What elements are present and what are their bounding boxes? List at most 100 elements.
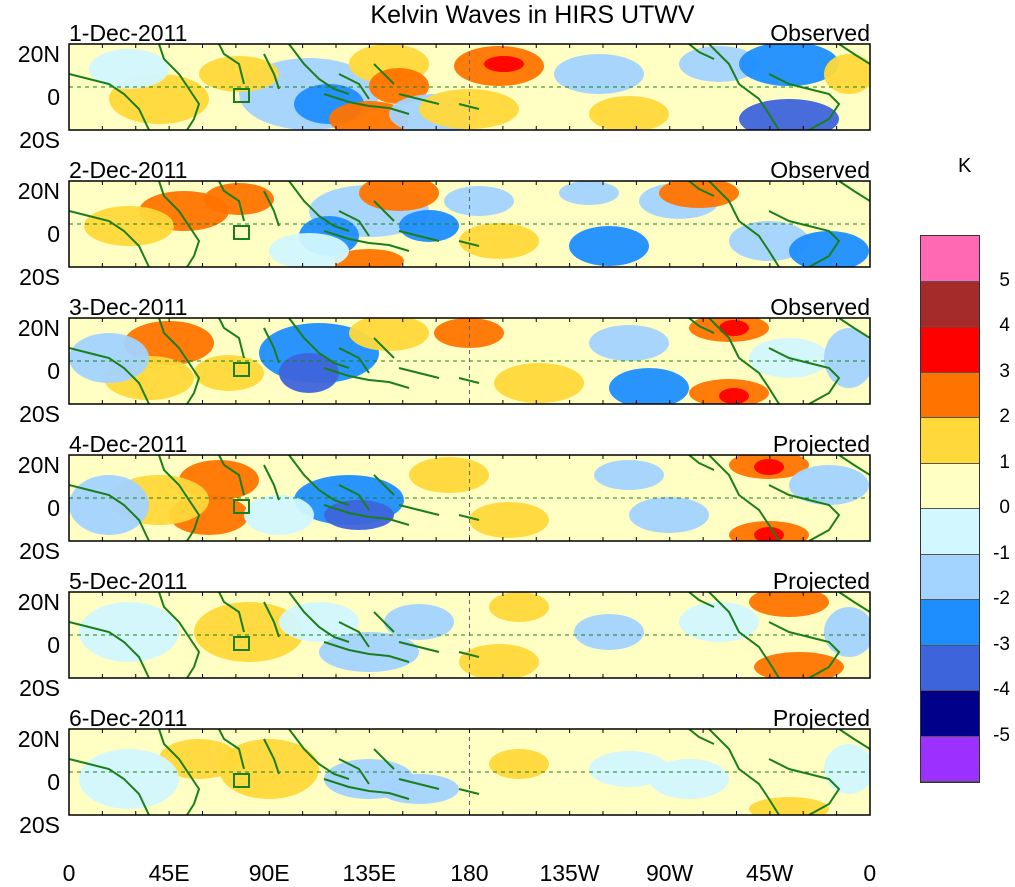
anomaly-contour [379, 774, 459, 804]
anomaly-contour [334, 249, 404, 267]
coastline [688, 729, 715, 745]
map-panel: 4-Dec-2011 Projected 20N 0 20S [0, 431, 1015, 569]
coastline [838, 318, 870, 339]
latitude-tick-label: 20S [19, 538, 60, 564]
coastline [323, 504, 410, 526]
coastline [373, 200, 395, 222]
coastline [69, 347, 150, 404]
latitude-tick-label: 20S [19, 675, 60, 701]
longitude-tick-label: 45W [746, 860, 794, 886]
anomaly-contour [629, 497, 709, 533]
coastline [323, 778, 410, 800]
colorbar-tick-label: 4 [999, 315, 1010, 336]
coastline [323, 641, 410, 663]
coastline [69, 73, 150, 130]
panel-date-label: 1-Dec-2011 [69, 20, 188, 46]
coastline [688, 44, 715, 60]
coastline [708, 729, 780, 815]
coastline [838, 181, 870, 202]
colorbar-unit: K [958, 155, 972, 177]
coastline [69, 758, 150, 815]
colorbar-tick-label: -5 [993, 724, 1010, 746]
anomaly-contour [459, 223, 539, 259]
anomaly-contour [399, 210, 459, 242]
coastline [158, 318, 201, 404]
coastline [398, 504, 440, 516]
coastline [218, 455, 245, 496]
coastline [233, 362, 250, 377]
longitude-tick-label: 90E [248, 860, 290, 886]
coastline [288, 455, 350, 506]
coastline [158, 592, 201, 678]
map-panel: 2-Dec-2011 Observed 20N 0 20S [0, 157, 1015, 295]
coastline [288, 729, 350, 780]
latitude-tick-label: 20N [17, 178, 60, 204]
anomaly-contour [589, 325, 669, 361]
coastline [458, 514, 480, 521]
colorbar-swatch [921, 736, 979, 782]
coastline [218, 592, 245, 633]
coastline [218, 729, 245, 770]
coastline [288, 318, 350, 369]
latitude-tick-label: 0 [47, 769, 60, 795]
colorbar-tick-label: 0 [999, 497, 1010, 518]
coastline [338, 484, 370, 511]
coastline [69, 210, 150, 267]
coastline [338, 73, 370, 100]
anomaly-contour [319, 632, 419, 672]
anomaly-contour [554, 54, 644, 94]
anomaly-map [68, 43, 871, 131]
anomaly-contour [649, 759, 729, 799]
latitude-tick-label: 20N [17, 452, 60, 478]
figure-title: Kelvin Waves in HIRS UTWV [370, 1, 695, 29]
coastline [338, 621, 370, 648]
panel-date-label: 5-Dec-2011 [69, 568, 188, 594]
anomaly-contour [194, 355, 264, 391]
map-panel: 3-Dec-2011 Observed 20N 0 20S [0, 294, 1015, 432]
colorbar-swatch [921, 281, 979, 327]
anomaly-contour [69, 475, 149, 535]
anomaly-contour [789, 465, 869, 505]
coastline [233, 225, 250, 240]
coastline [158, 729, 201, 815]
coastline [158, 44, 201, 130]
anomaly-contour [359, 181, 439, 211]
anomaly-contour [279, 602, 359, 642]
coastline [323, 230, 410, 252]
anomaly-map [68, 317, 871, 405]
coastline [838, 729, 870, 750]
coastline [688, 181, 715, 197]
coastline [158, 181, 201, 267]
anomaly-contour [204, 183, 274, 215]
coastline [288, 44, 350, 95]
anomaly-contour [719, 388, 749, 404]
coastline [688, 592, 715, 608]
anomaly-contour [589, 96, 669, 130]
anomaly-contour [79, 602, 179, 662]
coastline [458, 788, 480, 795]
anomaly-contour [739, 99, 839, 130]
anomaly-contour [824, 328, 870, 388]
anomaly-map [68, 180, 871, 268]
anomaly-contour [159, 739, 239, 779]
anomaly-contour [489, 749, 549, 779]
coastline [398, 641, 440, 653]
coastline [458, 651, 480, 658]
coastline [768, 758, 841, 815]
coastline [768, 73, 841, 130]
colorbar-swatch [921, 645, 979, 691]
colorbar-swatch [921, 463, 979, 509]
coastline [768, 621, 841, 678]
anomaly-contour [484, 56, 524, 72]
anomaly-contour [269, 233, 349, 267]
colorbar-swatch [921, 236, 979, 282]
coastline [338, 758, 370, 785]
map-panel: 6-Dec-2011 Projected 20N 0 20S [0, 705, 1015, 843]
coastline [263, 464, 280, 501]
coastline [373, 748, 395, 770]
coastline [233, 636, 250, 651]
panel-mode-label: Projected [772, 431, 870, 457]
anomaly-contour [79, 749, 179, 809]
coastline [838, 592, 870, 613]
anomaly-contour [244, 495, 314, 535]
